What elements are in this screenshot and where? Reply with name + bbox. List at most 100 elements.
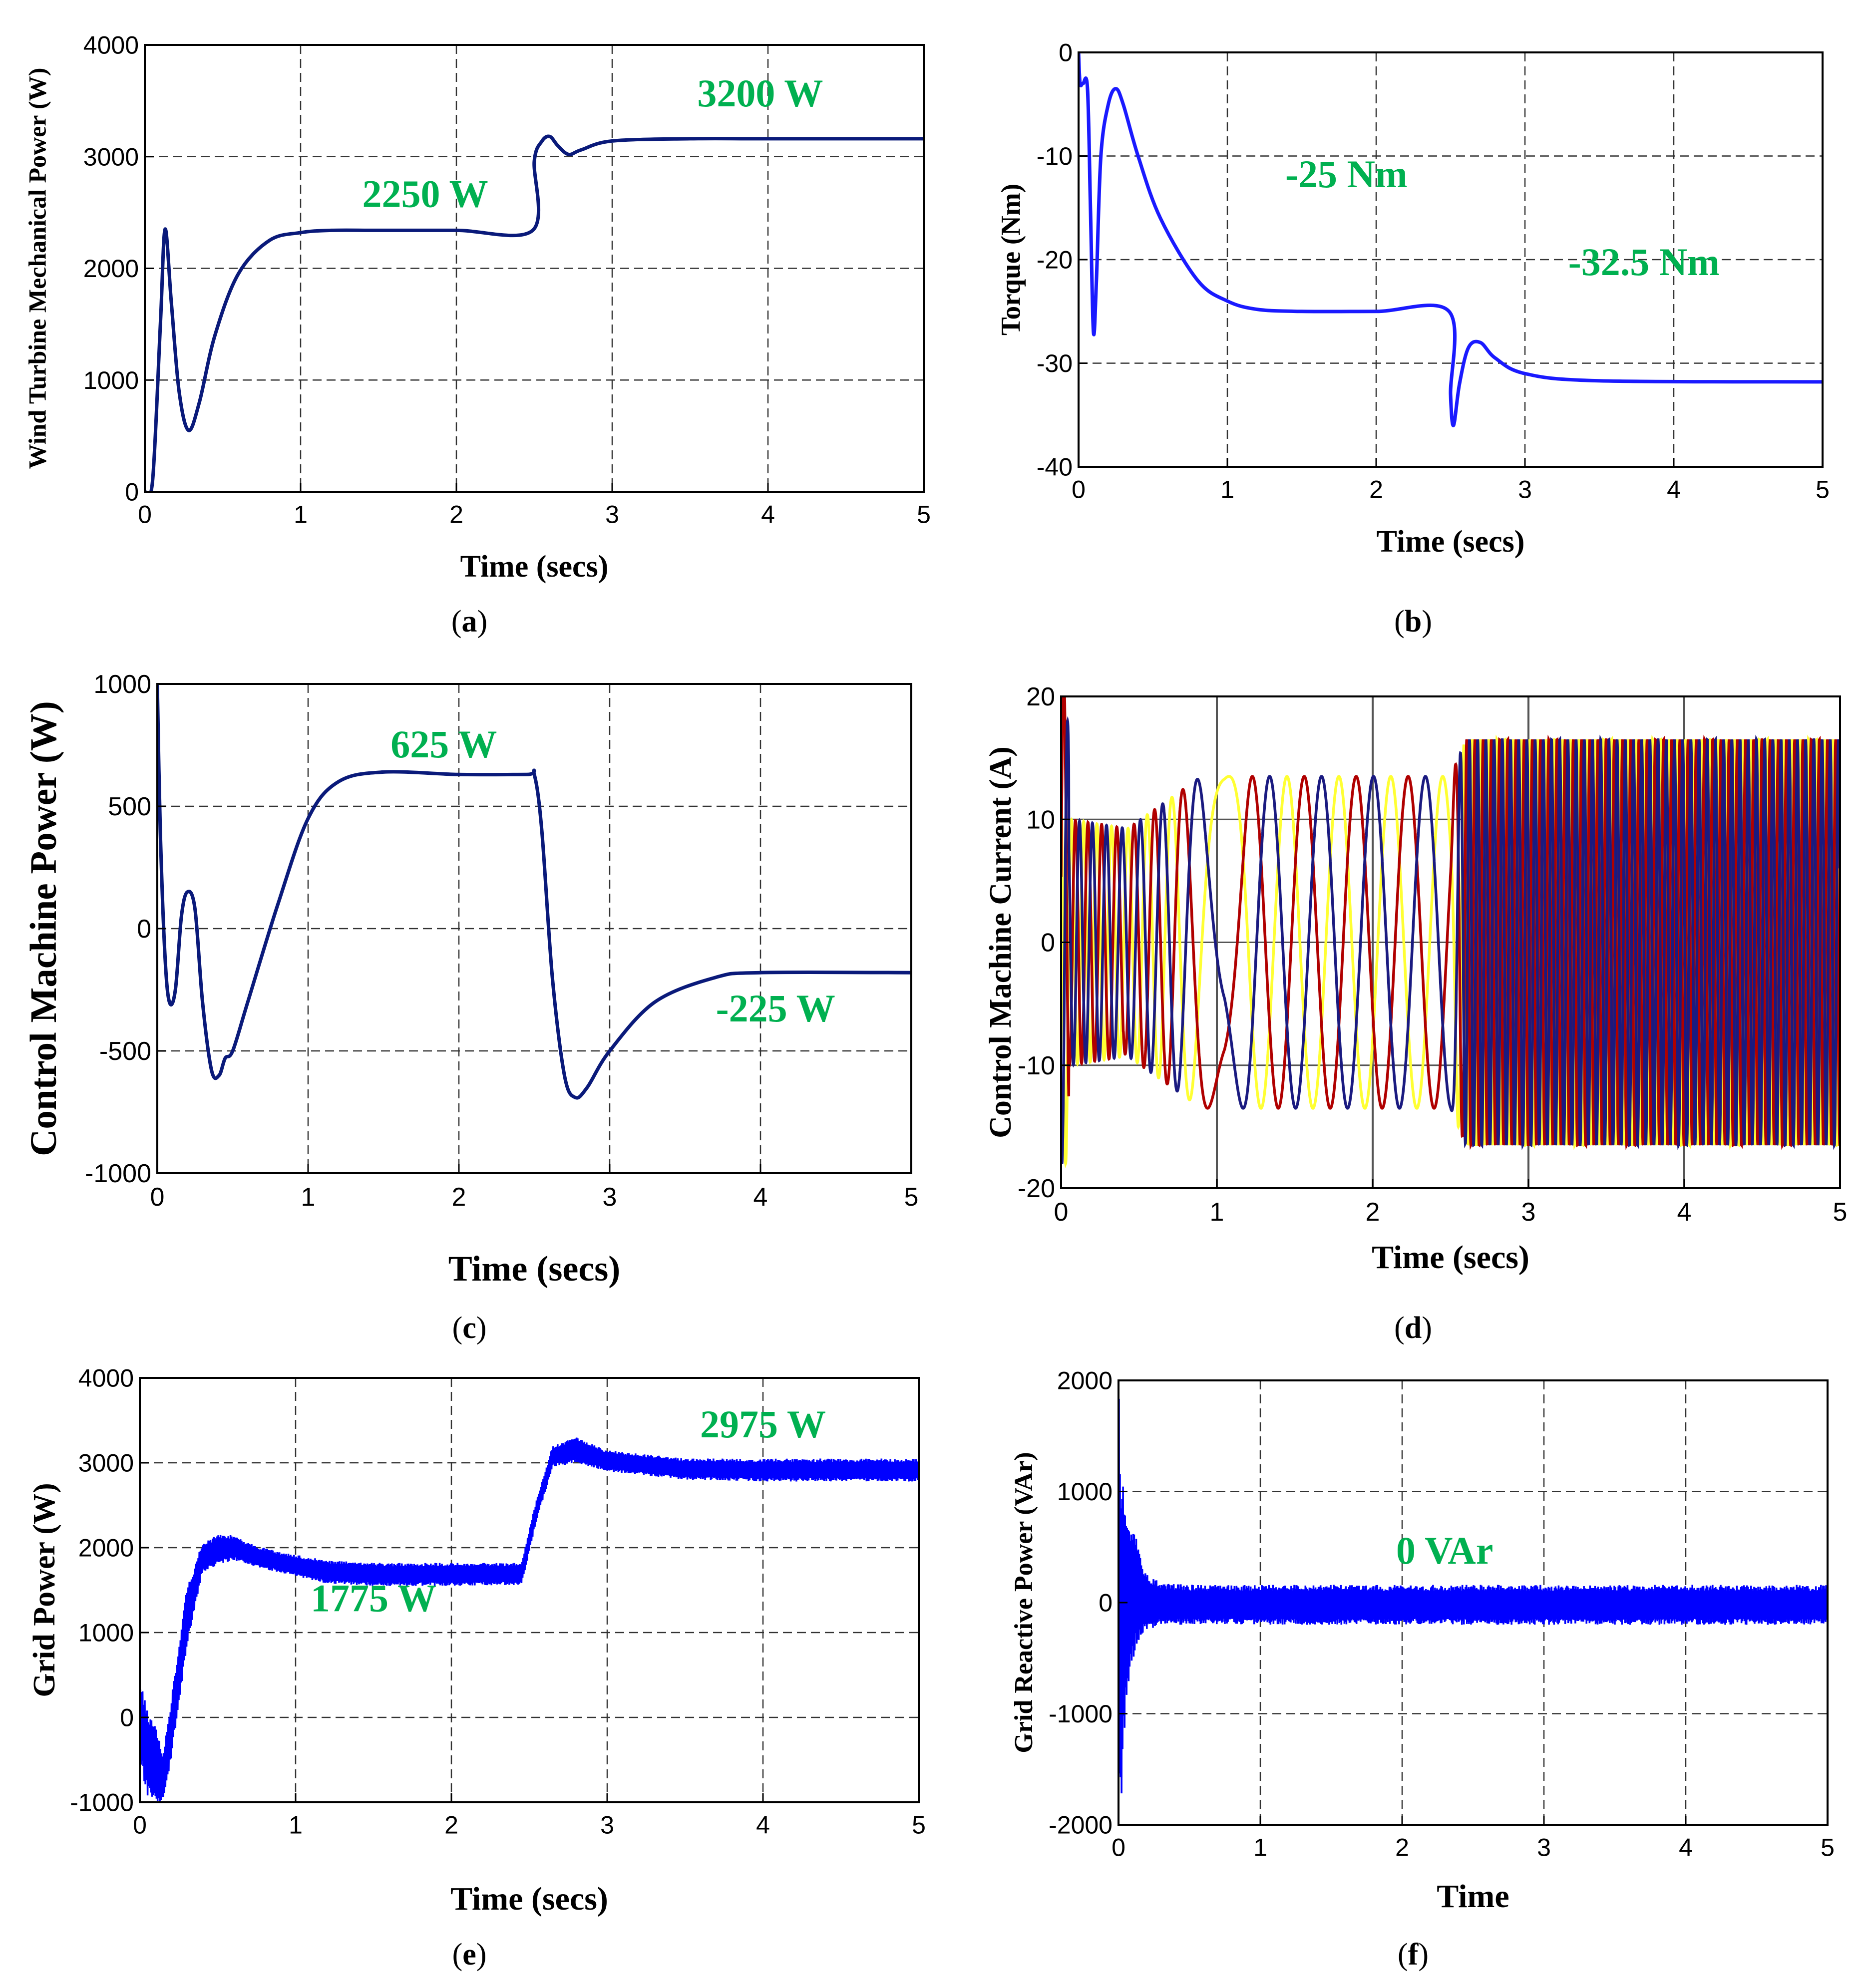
panel-c: 0 1 2 3 4 5 -1000 -500 0 500 1000 Time (secs) Contro… [23,670,918,1345]
y-tick-label: -10 [1018,1051,1055,1080]
y-tick-label: -20 [1037,246,1073,274]
panel-letter: c [462,1311,476,1345]
y-tick-label: -10 [1037,142,1073,170]
y-tick-label: -500 [99,1037,151,1066]
value-annotation: 2250 W [363,172,488,215]
panel-d: 0 1 2 3 4 5 -20 -10 0 10 20 Time (secs) Control Mach… [984,682,1848,1345]
y-tick-label: 0 [1059,39,1073,67]
x-tick-label: 4 [1679,1834,1693,1862]
panel-letter: f [1408,1938,1419,1972]
panel-caption: (a) [451,605,487,639]
panel-a: 0 1 2 3 4 5 0 1000 2000 3000 4000 Time (secs) Wind T… [23,31,930,639]
x-tick-label: 2 [1395,1834,1409,1862]
x-tick-label: 2 [1369,476,1383,504]
panel-caption: (e) [452,1938,487,1972]
x-tick-label: 5 [904,1183,919,1212]
x-tick-label: 2 [1366,1198,1380,1227]
x-tick-label: 2 [452,1183,466,1212]
x-tick-label: 1 [1220,476,1234,504]
panel-letter: a [462,605,477,639]
y-tick-label: -30 [1037,349,1073,377]
x-axis-label: Time (secs) [1377,525,1525,559]
series-line [145,134,924,492]
x-tick-label: 3 [1537,1834,1551,1862]
y-tick-label: 3000 [83,143,139,171]
x-tick-label: 3 [603,1183,617,1212]
x-tick-label: 0 [1054,1198,1069,1227]
y-tick-label: 0 [1041,929,1055,958]
x-axis-label: Time (secs) [460,550,609,584]
y-tick-label: 3000 [78,1449,134,1477]
y-tick-label: 1000 [93,670,151,699]
series-line [157,684,911,1100]
y-tick-label: 0 [1099,1589,1113,1617]
panel-letter: d [1405,1311,1422,1345]
plot-area [140,1378,919,1802]
series-group [1061,696,1840,1168]
y-tick-label: 4000 [78,1364,134,1392]
series-group [145,134,924,492]
value-annotation: -32.5 Nm [1568,240,1720,284]
panel-caption: (f) [1398,1938,1429,1972]
y-tick-label: 20 [1026,682,1055,711]
x-tick-label: 5 [1833,1198,1848,1227]
y-tick-label: 2000 [83,255,139,283]
value-annotation: 3200 W [697,71,823,115]
y-tick-label: 4000 [83,31,139,59]
x-axis-label: Time (secs) [1372,1239,1529,1276]
plot-frame [139,1377,920,1803]
y-tick-label: 0 [120,1704,134,1732]
x-tick-label: 5 [917,501,931,529]
y-axis-label: Wind Turbine Mechanical Power (W) [23,68,51,469]
y-tick-label: -1000 [70,1789,134,1817]
x-tick-label: 0 [133,1811,147,1839]
series-group [140,1437,919,1802]
x-axis-label: Time (secs) [448,1249,621,1289]
x-tick-label: 1 [1253,1834,1267,1862]
panel-caption: (d) [1394,1311,1432,1345]
x-tick-label: 4 [1677,1198,1692,1227]
value-annotation: 1775 W [311,1577,436,1620]
series-line [1079,52,1823,427]
series-group [157,684,911,1100]
x-tick-label: 0 [1072,476,1086,504]
y-axis-label: Torque (Nm) [996,184,1026,335]
value-annotation: 0 VAr [1396,1529,1493,1572]
y-tick-label: 500 [108,792,151,821]
x-tick-label: 3 [1518,476,1532,504]
y-tick-label: 10 [1026,805,1055,834]
x-tick-label: 1 [1210,1198,1224,1227]
panel-f: 0 1 2 3 4 5 -2000 -1000 0 1000 2000 Time Grid Reacti… [1010,1367,1835,1972]
y-tick-label: 0 [137,915,151,944]
x-tick-label: 1 [289,1811,303,1839]
x-tick-label: 4 [753,1183,768,1212]
y-tick-label: 1000 [78,1619,134,1647]
x-tick-label: 2 [449,501,463,529]
x-tick-label: 1 [294,501,308,529]
x-tick-label: 3 [605,501,619,529]
y-tick-label: 1000 [83,366,139,394]
x-tick-label: 0 [1112,1834,1125,1862]
series-group [1119,1398,1828,1794]
y-axis-label: Grid Power (W) [27,1483,61,1697]
x-tick-label: 5 [1821,1834,1835,1862]
y-tick-label: 1000 [1057,1478,1113,1506]
y-tick-label: -1000 [85,1159,151,1188]
panel-letter: b [1405,605,1422,639]
y-tick-label: -1000 [1049,1700,1113,1728]
x-tick-label: 2 [444,1811,458,1839]
x-axis-label: Time [1437,1878,1509,1915]
x-tick-label: 4 [1667,476,1681,504]
x-tick-label: 5 [1816,476,1830,504]
panel-b: 0 1 2 3 4 5 -40 -30 -20 -10 0 Time (secs) Torque (Nm… [996,39,1830,639]
x-tick-label: 4 [756,1811,770,1839]
panel-caption: (b) [1394,605,1432,639]
value-annotation: -225 W [716,987,835,1030]
plot-area [157,684,911,1173]
y-axis-label: Control Machine Current (A) [984,746,1018,1138]
x-tick-label: 3 [600,1811,614,1839]
x-tick-label: 0 [138,501,152,529]
y-tick-label: -20 [1018,1174,1055,1203]
x-tick-label: 3 [1521,1198,1536,1227]
